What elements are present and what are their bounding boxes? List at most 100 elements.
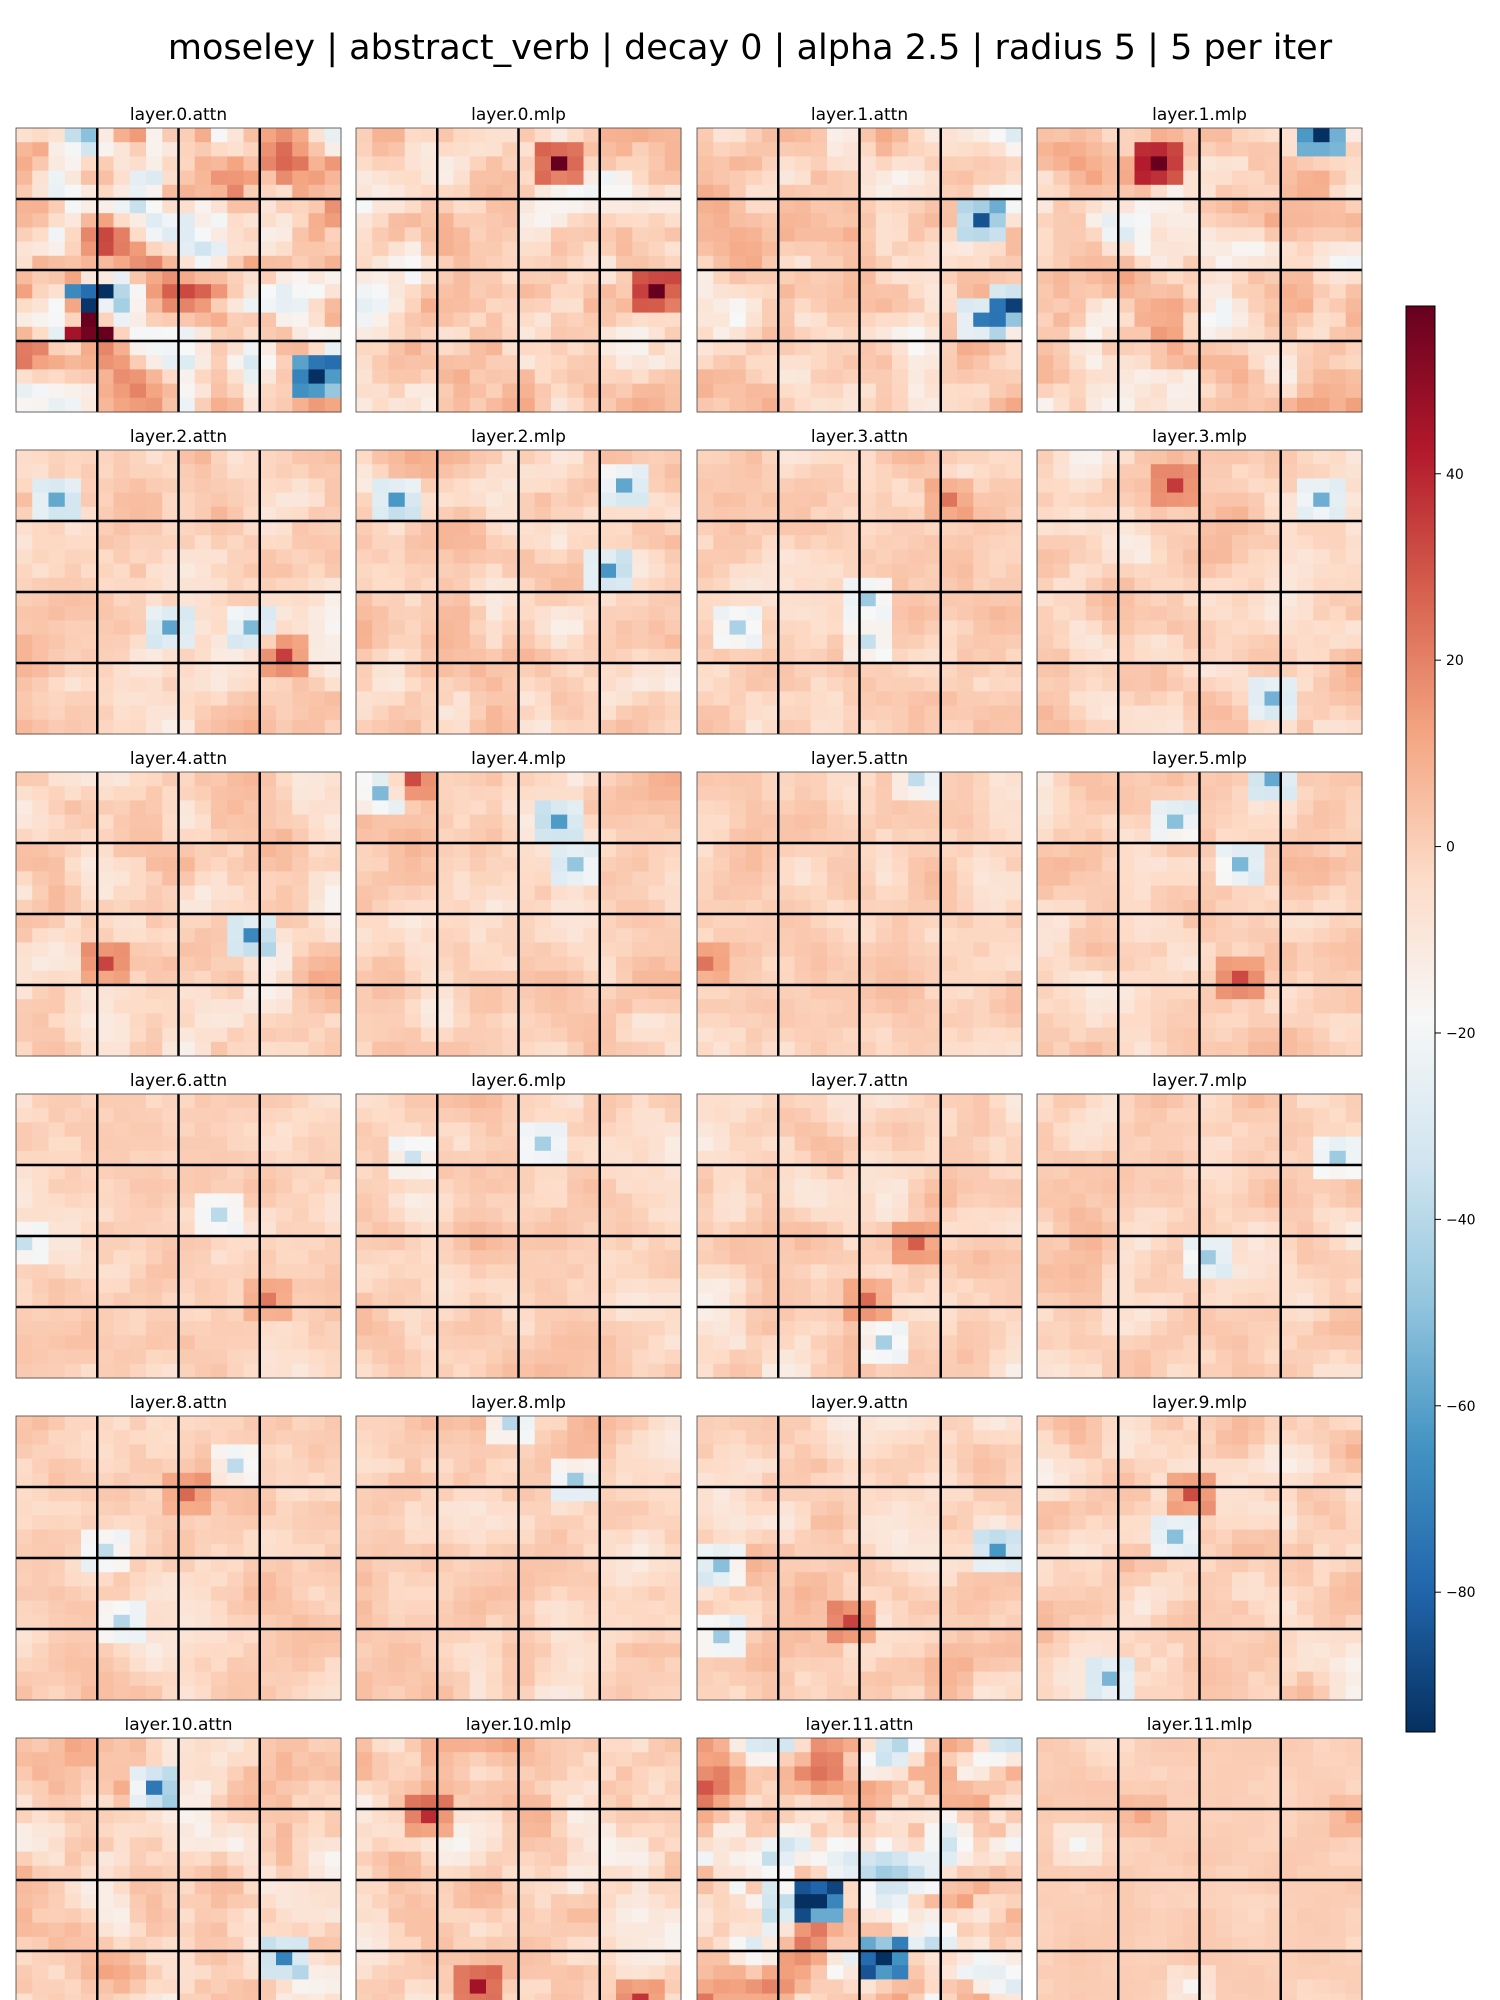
heatmap-cell <box>827 1041 844 1057</box>
heatmap-cell <box>308 241 326 257</box>
heatmap-cell <box>534 956 552 972</box>
heatmap-cell <box>97 620 115 636</box>
heatmap-cell <box>1329 535 1347 550</box>
heatmap-cell <box>989 298 1007 314</box>
heatmap-cell <box>1085 800 1103 816</box>
heatmap-cell <box>129 199 147 214</box>
heatmap-cell <box>356 634 373 650</box>
heatmap-cell <box>648 999 666 1014</box>
heatmap-cell <box>843 326 861 342</box>
heatmap-cell <box>778 786 796 801</box>
heatmap-cell <box>713 620 731 636</box>
heatmap-cell <box>827 719 844 735</box>
heatmap-cell <box>469 705 487 721</box>
heatmap-cell <box>243 1094 261 1109</box>
heatmap-cell <box>1264 156 1282 172</box>
heatmap-cell <box>664 885 682 901</box>
heatmap-cell <box>1199 255 1217 271</box>
heatmap-cell <box>1199 506 1217 522</box>
heatmap-cell <box>697 857 714 872</box>
heatmap-cell <box>211 800 228 816</box>
heatmap-cell <box>924 464 942 479</box>
heatmap-cell <box>957 241 974 257</box>
heatmap-cell <box>1280 369 1298 385</box>
heatmap-cell <box>1248 592 1266 607</box>
heatmap-cell <box>178 663 196 678</box>
heatmap-cell <box>745 213 763 228</box>
heatmap-cell <box>1053 999 1071 1014</box>
heatmap-cell <box>113 369 131 385</box>
heatmap-cell <box>583 506 601 522</box>
heatmap-cell <box>259 857 277 872</box>
heatmap-cell <box>1345 606 1363 621</box>
heatmap-cell <box>211 298 228 314</box>
heatmap-cell <box>1134 786 1152 801</box>
heatmap-cell <box>745 800 763 816</box>
heatmap-cell <box>404 478 422 494</box>
heatmap-cell <box>713 592 731 607</box>
heatmap-cell <box>1232 128 1249 143</box>
heatmap-cell <box>1232 478 1249 494</box>
heatmap-cell <box>599 691 617 707</box>
heatmap-cell <box>567 648 585 664</box>
heatmap-cell <box>648 786 666 801</box>
heatmap-cell <box>648 270 666 285</box>
heatmap-cell <box>227 871 245 887</box>
heatmap-cell <box>1037 355 1054 370</box>
heatmap-cell <box>211 326 228 342</box>
heatmap-cell <box>486 677 503 692</box>
heatmap-cell <box>1150 857 1168 872</box>
heatmap-cell <box>518 928 536 943</box>
heatmap-cell <box>778 800 796 816</box>
heatmap-cell <box>1167 170 1184 186</box>
heatmap-cell <box>1150 184 1168 200</box>
heatmap-cell <box>924 199 942 214</box>
heatmap-cell <box>276 970 293 986</box>
heatmap-cell <box>892 648 909 664</box>
heatmap-cell <box>1102 956 1119 972</box>
heatmap-cell <box>113 985 131 1000</box>
heatmap-cell <box>64 312 82 328</box>
heatmap-cell <box>276 255 293 271</box>
heatmap-cell <box>1183 213 1201 228</box>
heatmap-cell <box>940 450 958 465</box>
heatmap-cell <box>469 648 487 664</box>
heatmap-cell <box>745 677 763 692</box>
heatmap-cell <box>1037 521 1054 536</box>
heatmap-cell <box>827 478 844 494</box>
heatmap-cell <box>32 270 50 285</box>
heatmap-cell <box>1134 563 1152 579</box>
heatmap-cell <box>1264 199 1282 214</box>
heatmap-cell <box>1313 786 1331 801</box>
heatmap-cell <box>356 1013 373 1029</box>
heatmap-cell <box>534 899 552 915</box>
heatmap-cell <box>469 284 487 299</box>
heatmap-cell <box>794 606 812 621</box>
heatmap-cell <box>1329 956 1347 972</box>
heatmap-cell <box>211 857 228 872</box>
heatmap-cell <box>276 549 293 565</box>
heatmap-cell <box>1069 719 1087 735</box>
heatmap-cell <box>1280 970 1298 986</box>
heatmap-cell <box>64 1136 82 1152</box>
heatmap-cell <box>1053 1027 1071 1043</box>
heatmap-cell <box>989 464 1007 479</box>
heatmap-cell <box>518 620 536 636</box>
heatmap-cell <box>259 199 277 214</box>
heatmap-cell <box>810 184 828 200</box>
heatmap-cell <box>892 592 909 607</box>
heatmap-cell <box>1053 506 1071 522</box>
heatmap-cell <box>989 786 1007 801</box>
heatmap-cell <box>211 199 228 214</box>
heatmap-cell <box>356 397 373 413</box>
heatmap-cell <box>64 1150 82 1166</box>
heatmap-cell <box>404 648 422 664</box>
heatmap-cell <box>1280 255 1298 271</box>
heatmap-cell <box>486 128 503 143</box>
heatmap-cell <box>211 786 228 801</box>
heatmap-cell <box>1053 341 1071 356</box>
heatmap-cell <box>1215 871 1233 887</box>
heatmap-cell <box>924 828 942 844</box>
heatmap-cell <box>1134 928 1152 943</box>
heatmap-cell <box>551 341 568 356</box>
